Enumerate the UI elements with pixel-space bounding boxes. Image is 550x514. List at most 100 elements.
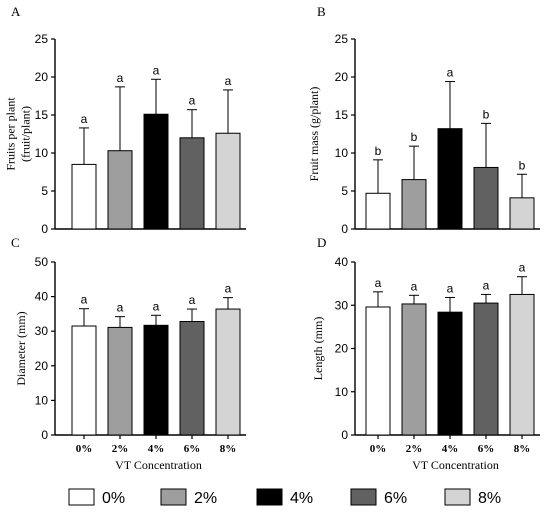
legend-label: 8% bbox=[478, 490, 501, 507]
y-tick-label: 20 bbox=[335, 342, 349, 356]
bar-0pct bbox=[71, 163, 97, 230]
y-tick-label: 25 bbox=[35, 32, 49, 46]
significance-letter: a bbox=[189, 293, 196, 307]
significance-letter: a bbox=[225, 74, 232, 88]
bar-2pct bbox=[107, 326, 133, 436]
x-tick-label: 6% bbox=[184, 443, 201, 455]
bar-8pct bbox=[215, 132, 241, 230]
y-tick-label: 30 bbox=[35, 324, 49, 338]
panel-letter: B bbox=[317, 4, 326, 19]
y-axis-label: Fruits per plant bbox=[4, 97, 18, 171]
panel-a: A 0 5 10 15 20 25 Fruits per plant (fruit/plant)… bbox=[4, 4, 246, 236]
legend: 0% 2% 4% 6% 8% bbox=[68, 488, 501, 507]
significance-letter: a bbox=[411, 279, 418, 293]
bar-4pct bbox=[143, 324, 169, 436]
bar-6pct bbox=[473, 166, 499, 230]
x-tick-label: 8% bbox=[514, 443, 531, 455]
bar-2pct bbox=[107, 150, 133, 230]
y-tick-label: 10 bbox=[35, 393, 49, 407]
bar-6pct bbox=[179, 321, 205, 436]
legend-item-2pct: 2% bbox=[160, 488, 217, 507]
y-tick-label: 5 bbox=[41, 184, 48, 198]
y-tick-label: 40 bbox=[335, 255, 349, 269]
bar-0pct bbox=[365, 306, 391, 436]
panel-c: C 0 10 20 30 40 50 Diameter (mm) a 0% a 2% a 4% a 6% a 8%… bbox=[11, 235, 246, 472]
y-tick-label: 10 bbox=[35, 146, 49, 160]
bar-4pct bbox=[437, 128, 463, 230]
legend-swatch bbox=[256, 488, 283, 506]
bar-0pct bbox=[71, 325, 97, 436]
bar-8pct bbox=[215, 308, 241, 436]
bar-6pct bbox=[179, 137, 205, 230]
y-tick-label: 0 bbox=[341, 428, 348, 442]
y-tick-label: 5 bbox=[341, 184, 348, 198]
x-tick-label: 8% bbox=[220, 443, 237, 455]
y-tick-label: 50 bbox=[35, 255, 49, 269]
legend-swatch bbox=[350, 488, 377, 506]
legend-swatch bbox=[68, 488, 95, 506]
significance-letter: a bbox=[81, 112, 88, 126]
x-tick-label: 4% bbox=[442, 443, 459, 455]
y-tick-label: 0 bbox=[41, 222, 48, 236]
y-tick-label: 30 bbox=[335, 298, 349, 312]
panel-letter: A bbox=[11, 4, 21, 19]
legend-item-0pct: 0% bbox=[68, 488, 125, 507]
bar-6pct bbox=[473, 302, 499, 436]
y-tick-label: 20 bbox=[35, 70, 49, 84]
significance-letter: a bbox=[117, 301, 124, 315]
significance-letter: a bbox=[447, 66, 454, 80]
y-tick-label: 15 bbox=[35, 108, 49, 122]
significance-letter: a bbox=[81, 293, 88, 307]
legend-item-4pct: 4% bbox=[256, 488, 313, 507]
legend-item-8pct: 8% bbox=[444, 488, 501, 507]
y-tick-label: 20 bbox=[35, 359, 49, 373]
bar-4pct bbox=[437, 311, 463, 436]
x-axis-label: VT Concentration bbox=[412, 458, 499, 472]
bar-0pct bbox=[365, 192, 391, 230]
legend-swatch bbox=[444, 488, 471, 506]
x-axis-label: VT Concentration bbox=[115, 458, 202, 472]
y-tick-label: 10 bbox=[335, 146, 349, 160]
x-tick-label: 0% bbox=[76, 443, 93, 455]
significance-letter: a bbox=[117, 71, 124, 85]
legend-label: 4% bbox=[290, 490, 313, 507]
significance-letter: a bbox=[447, 281, 454, 295]
significance-letter: a bbox=[519, 261, 526, 275]
legend-label: 2% bbox=[194, 490, 217, 507]
y-axis-label: Length (mm) bbox=[311, 317, 325, 381]
y-tick-label: 25 bbox=[335, 32, 349, 46]
significance-letter: a bbox=[189, 94, 196, 108]
y-tick-label: 0 bbox=[341, 222, 348, 236]
x-tick-label: 4% bbox=[148, 443, 165, 455]
y-axis-label: Diameter (mm) bbox=[14, 311, 28, 385]
legend-item-6pct: 6% bbox=[350, 488, 407, 507]
x-tick-label: 2% bbox=[406, 443, 423, 455]
panel-letter: C bbox=[11, 235, 20, 250]
significance-letter: a bbox=[375, 276, 382, 290]
y-tick-label: 40 bbox=[35, 290, 49, 304]
significance-letter: a bbox=[153, 299, 160, 313]
bar-2pct bbox=[401, 303, 427, 436]
x-tick-label: 6% bbox=[478, 443, 495, 455]
panel-letter: D bbox=[317, 235, 326, 250]
legend-label: 6% bbox=[384, 490, 407, 507]
significance-letter: b bbox=[483, 107, 490, 121]
panel-d: D 0 10 20 30 40 Length (mm) a 0% a 2% a 4% a 6% a 8% VT C… bbox=[311, 235, 540, 472]
significance-letter: b bbox=[519, 158, 526, 172]
bar-8pct bbox=[509, 197, 535, 230]
bar-2pct bbox=[401, 179, 427, 230]
y-tick-label: 20 bbox=[335, 70, 349, 84]
legend-swatch bbox=[160, 488, 187, 506]
y-tick-label: 10 bbox=[335, 385, 349, 399]
significance-letter: a bbox=[153, 63, 160, 77]
y-axis-label: (fruit/plant) bbox=[19, 106, 33, 162]
significance-letter: b bbox=[375, 144, 382, 158]
panel-b: B 0 5 10 15 20 25 Fruit mass (g/plant) b b a b b bbox=[307, 4, 540, 236]
bar-8pct bbox=[509, 293, 535, 436]
significance-letter: a bbox=[483, 278, 490, 292]
x-tick-label: 2% bbox=[112, 443, 129, 455]
significance-letter: a bbox=[225, 282, 232, 296]
y-tick-label: 15 bbox=[335, 108, 349, 122]
panels: A 0 5 10 15 20 25 Fruits per plant (fruit/plant)… bbox=[4, 4, 540, 472]
